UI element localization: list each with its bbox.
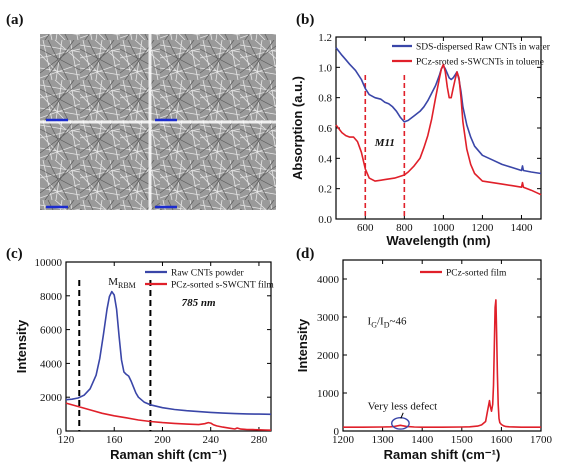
plot-frame — [342, 259, 542, 432]
x-tick-label: 800 — [396, 222, 413, 234]
x-tick-label: 1600 — [490, 434, 513, 446]
y-tick-label: 1000 — [317, 388, 340, 400]
panel-a: (a) — [6, 12, 276, 210]
y-axis-label: Intensity — [295, 318, 310, 372]
x-axis-label: Raman shift (cm⁻¹) — [110, 447, 227, 462]
panel-c: (c) 120 160 200 240 280 0 2000 4000 6000 8000 1000… — [6, 246, 274, 462]
legend-label: PCz-sroted s-SWCNTs in toluene — [416, 58, 544, 68]
series-line — [65, 290, 272, 416]
y-tick-label: 0.0 — [318, 214, 332, 226]
panel-a-label: (a) — [6, 12, 24, 28]
y-tick-label: 2000 — [40, 392, 63, 404]
defect-ellipse — [391, 416, 410, 430]
x-tick-label: 1500 — [451, 434, 474, 446]
x-tick-label: 1200 — [332, 434, 355, 446]
chart-c: 120 160 200 240 280 0 2000 4000 6000 8000 10000 Ram… — [14, 257, 274, 462]
text-annotation: Very less defect — [368, 401, 438, 413]
ratio-annotation: IG/ID~46 — [368, 316, 407, 330]
x-tick-label: 600 — [357, 222, 374, 234]
x-tick-label: 1000 — [432, 222, 455, 234]
panel-b-label: (b) — [296, 12, 314, 28]
x-tick-label: 1200 — [471, 222, 494, 234]
y-tick-label: 0.2 — [318, 184, 332, 196]
text-annotation: M11 — [374, 137, 395, 149]
y-tick-label: 0.4 — [318, 153, 332, 165]
y-tick-label: 1.2 — [318, 32, 332, 44]
legend-label: PCz-sorted film — [446, 268, 507, 279]
panel-d: (d) 1200 1300 1400 1500 1600 1700 0 1000 2000 300… — [295, 246, 553, 462]
x-tick-label: 1700 — [530, 434, 553, 446]
annotation-arrow — [400, 412, 404, 419]
y-tick-label: 3000 — [317, 312, 340, 324]
y-tick-label: 1.0 — [318, 62, 332, 74]
x-tick-label: 240 — [202, 434, 219, 446]
y-tick-label: 0 — [57, 426, 63, 438]
x-tick-label: 1300 — [372, 434, 395, 446]
legend-label: Raw CNTs powder — [171, 269, 245, 279]
panel-c-label: (c) — [6, 246, 23, 262]
y-tick-label: 0.6 — [318, 123, 332, 135]
x-tick-label: 1400 — [510, 222, 533, 234]
x-axis-label: Raman shift (cm⁻¹) — [384, 447, 501, 462]
x-tick-label: 280 — [251, 434, 268, 446]
chart-b: 600 800 1000 1200 1400 0.0 0.2 0.4 0.6 0.8 1.0 1.2 W… — [290, 32, 551, 248]
y-tick-label: 6000 — [40, 325, 63, 337]
y-tick-label: 10000 — [35, 257, 63, 269]
panel-d-label: (d) — [296, 246, 314, 262]
chart-d: 1200 1300 1400 1500 1600 1700 0 1000 2000 3000 400… — [295, 259, 553, 462]
legend-label: PCz-sorted s-SWCNT film — [171, 280, 274, 291]
series-line — [65, 402, 272, 431]
y-tick-label: 4000 — [317, 274, 340, 286]
series-line — [343, 299, 541, 429]
y-tick-label: 2000 — [317, 350, 340, 362]
panel-b: (b) 600 800 1000 1200 1400 0.0 0.2 0.4 0.6 0.8 1.0… — [290, 12, 551, 248]
y-axis-label: Absorption (a.u.) — [290, 76, 305, 180]
y-axis-label: Intensity — [14, 319, 29, 373]
x-tick-label: 200 — [154, 434, 171, 446]
peak-annotation: MRBM — [108, 276, 136, 290]
plot-frame — [65, 261, 272, 432]
x-tick-label: 120 — [58, 434, 75, 446]
series-line — [335, 63, 542, 196]
y-tick-label: 8000 — [40, 291, 63, 303]
y-tick-label: 0 — [334, 426, 340, 438]
x-axis-label: Wavelength (nm) — [386, 233, 490, 248]
y-tick-label: 0.8 — [318, 93, 332, 105]
x-tick-label: 1400 — [411, 434, 434, 446]
x-tick-label: 160 — [106, 434, 123, 446]
legend-label: SDS-dispersed Raw CNTs in water — [416, 43, 551, 53]
y-tick-label: 4000 — [40, 358, 63, 370]
text-annotation: 785 nm — [182, 297, 216, 309]
